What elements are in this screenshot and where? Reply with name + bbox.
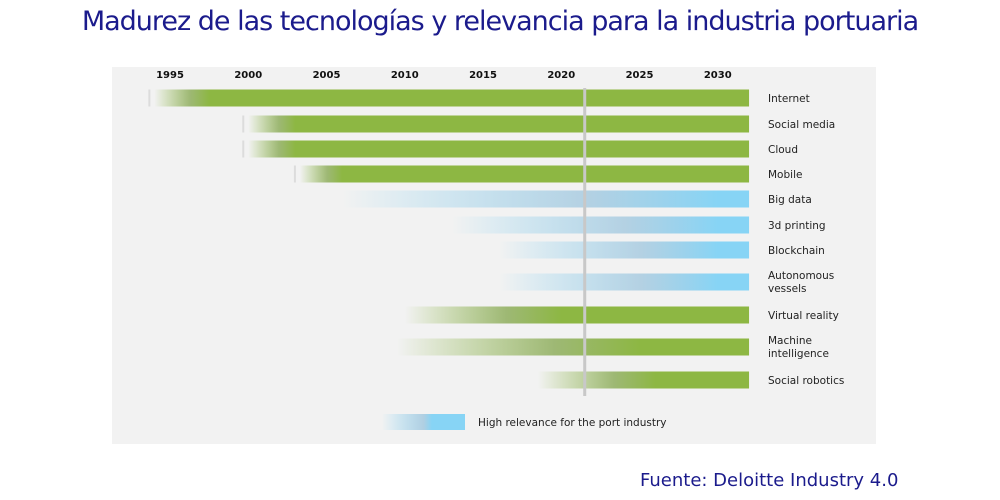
x-tick-label: 2025	[626, 70, 654, 81]
row-label: Internet	[768, 93, 810, 105]
row-label: Cloud	[768, 144, 798, 156]
row-label: 3d printing	[768, 220, 826, 232]
bar-social-robotics	[537, 371, 750, 389]
bar-3d-printing	[451, 216, 750, 234]
row-label: Blockchain	[768, 245, 825, 257]
bar-start-marker	[242, 115, 245, 133]
legend-swatch	[382, 414, 465, 430]
row-label: Virtual reality	[768, 310, 839, 322]
bar-social-media	[248, 115, 750, 133]
bar-start-marker	[148, 89, 151, 107]
legend-label: High relevance for the port industry	[478, 417, 666, 429]
x-tick-label: 2010	[391, 70, 419, 81]
bar-autonomous-vessels	[498, 273, 750, 291]
bar-mobile	[299, 165, 750, 183]
row-label: Mobile	[768, 169, 802, 181]
bar-machine-intelligence	[396, 338, 750, 356]
row-label: Autonomous	[768, 270, 834, 282]
current-year-line	[583, 88, 587, 396]
row-label: intelligence	[768, 348, 829, 360]
row-label: Social robotics	[768, 375, 844, 387]
x-tick-label: 2020	[547, 70, 575, 81]
x-tick-label: 2015	[469, 70, 497, 81]
row-label: Machine	[768, 335, 812, 347]
x-tick-label: 2005	[313, 70, 341, 81]
row-label: Big data	[768, 194, 812, 206]
bar-start-marker	[242, 140, 245, 158]
row-label: Social media	[768, 119, 835, 131]
bar-start-marker	[293, 165, 296, 183]
x-tick-label: 2000	[234, 70, 262, 81]
source-note: Fuente: Deloitte Industry 4.0	[640, 470, 899, 491]
bar-blockchain	[498, 241, 750, 259]
bar-big-data	[342, 190, 750, 208]
bar-internet	[154, 89, 750, 107]
bar-virtual-reality	[404, 306, 750, 324]
x-tick-label: 1995	[156, 70, 184, 81]
x-tick-label: 2030	[704, 70, 732, 81]
chart-title: Madurez de las tecnologías y relevancia …	[81, 6, 919, 37]
bar-cloud	[248, 140, 750, 158]
row-label: vessels	[768, 283, 806, 295]
